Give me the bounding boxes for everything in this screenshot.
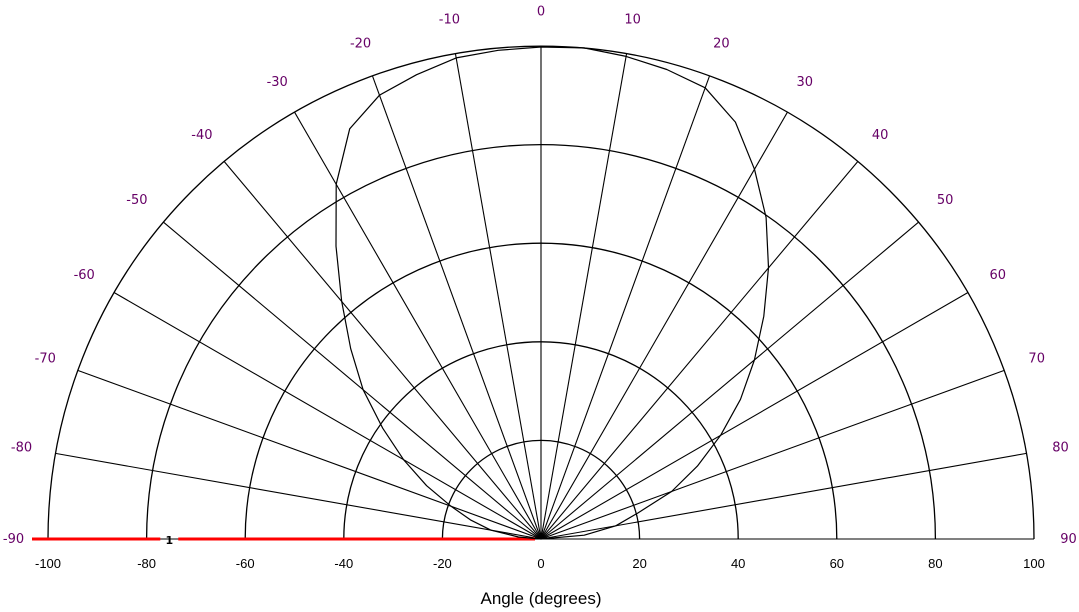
grid-spoke (294, 111, 542, 540)
grid-spoke (540, 111, 788, 540)
angle-tick-label: 0 (537, 5, 545, 20)
marker-label: 1 (165, 534, 173, 547)
grid-spoke (55, 452, 542, 540)
grid-spoke (371, 75, 542, 540)
grid-spoke (540, 53, 628, 540)
grid-spoke (454, 53, 542, 540)
angle-tick-label: -20 (350, 36, 371, 51)
radial-tick-label: -20 (433, 556, 452, 571)
radial-tick-label: 60 (830, 556, 844, 571)
radial-tick-label: -60 (236, 556, 255, 571)
angle-tick-label: 70 (1028, 352, 1045, 367)
marker-layer: 1 (32, 534, 535, 547)
angle-tick-label: -60 (74, 268, 95, 283)
angle-tick-label: 80 (1052, 440, 1069, 455)
angle-tick-label: -90 (3, 532, 24, 547)
series-line (335, 46, 770, 540)
grid-spoke (223, 160, 542, 540)
grid-spoke (77, 369, 542, 540)
angle-tick-label: -10 (439, 13, 460, 28)
series-layer (335, 46, 770, 540)
grid-spoke (113, 292, 542, 540)
grid-spoke (540, 369, 1005, 540)
radial-tick-label: 0 (537, 556, 544, 571)
grid-spoke (540, 75, 711, 540)
angle-tick-labels: -90 -80 -70 -60 -50 -40 -30 -20 -10 0 10 20 30 40 50 60… (3, 5, 1077, 548)
angle-tick-label: 40 (872, 128, 889, 143)
angle-tick-label: -50 (126, 193, 147, 208)
radial-tick-label: 20 (632, 556, 646, 571)
grid-spokes (48, 46, 1034, 540)
angle-tick-label: -70 (35, 352, 56, 367)
radial-tick-label: 40 (731, 556, 745, 571)
radial-tick-label: -80 (137, 556, 156, 571)
angle-tick-label: 30 (797, 75, 814, 90)
angle-tick-label: 90 (1060, 532, 1077, 547)
angle-tick-label: 10 (624, 13, 641, 28)
grid-spoke (540, 160, 859, 540)
radial-tick-label: 100 (1023, 556, 1045, 571)
angle-tick-label: -30 (267, 75, 288, 90)
grid-spoke (540, 221, 920, 540)
grid-spoke (540, 292, 969, 540)
angle-tick-label: -80 (11, 440, 32, 455)
angle-tick-label: -40 (191, 128, 212, 143)
radial-tick-label: -40 (334, 556, 353, 571)
angle-tick-label: 20 (713, 36, 730, 51)
angle-tick-label: 60 (990, 268, 1007, 283)
grid-spoke (540, 452, 1027, 540)
grid-spoke (162, 221, 542, 540)
radial-tick-label: 80 (928, 556, 942, 571)
x-axis-title: Angle (degrees) (481, 589, 602, 608)
angle-tick-label: 50 (937, 193, 954, 208)
radial-tick-labels: -100 -80 -60 -40 -20 0 20 40 60 80 100 (35, 556, 1045, 571)
radial-tick-label: -100 (35, 556, 61, 571)
